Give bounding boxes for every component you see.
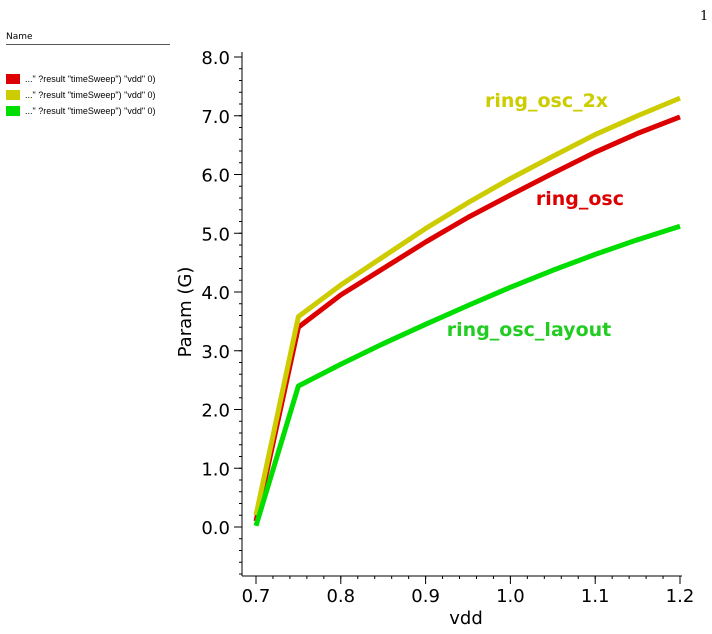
- legend-swatch-green: [6, 106, 20, 116]
- y-axis-title: Param (G): [175, 267, 196, 358]
- series-line-ring_osc_2x[interactable]: [253, 95, 681, 516]
- series-label: ring_osc: [536, 188, 624, 210]
- x-tick-label: 0.9: [411, 586, 440, 607]
- y-tick-label: 2.0: [201, 401, 230, 422]
- x-tick-label: 0.8: [326, 586, 355, 607]
- series-line-ring_osc_layout[interactable]: [253, 223, 681, 527]
- y-tick-label: 0.0: [201, 518, 230, 539]
- legend-swatch-yellow: [6, 90, 20, 100]
- legend-swatch-red: [6, 74, 20, 84]
- x-axis-title: vdd: [449, 608, 483, 629]
- legend-item[interactable]: ..." ?result "timeSweep") "vdd" 0): [6, 103, 170, 119]
- legend-header: Name: [6, 32, 170, 45]
- y-tick-label: 5.0: [201, 224, 230, 245]
- legend-panel: Name ..." ?result "timeSweep") "vdd" 0) …: [6, 32, 170, 119]
- legend-list: ..." ?result "timeSweep") "vdd" 0) ..." …: [6, 71, 170, 119]
- legend-label: ..." ?result "timeSweep") "vdd" 0): [25, 74, 156, 84]
- series-label: ring_osc_2x: [485, 90, 608, 112]
- legend-label: ..." ?result "timeSweep") "vdd" 0): [25, 106, 156, 116]
- series-lines: [253, 95, 681, 527]
- y-tick-label: 6.0: [201, 166, 230, 187]
- legend-item[interactable]: ..." ?result "timeSweep") "vdd" 0): [6, 71, 170, 87]
- legend-item[interactable]: ..." ?result "timeSweep") "vdd" 0): [6, 87, 170, 103]
- series-label: ring_osc_layout: [447, 319, 611, 341]
- axes: 0.0 1.0 2.0 3.0 4.0 5.0 6.0 7.0 8.0 0.7 0.8 0.9 1.0 1…: [201, 48, 694, 607]
- y-tick-label: 1.0: [201, 459, 230, 480]
- x-tick-label: 1.1: [581, 586, 610, 607]
- x-tick-label: 1.2: [666, 586, 695, 607]
- series-annotations: ring_osc_2x ring_osc ring_osc_layout: [447, 90, 624, 341]
- series-line-ring_osc[interactable]: [253, 114, 681, 522]
- y-tick-label: 3.0: [201, 342, 230, 363]
- page-number: 1: [700, 9, 709, 24]
- x-tick-label: 1.0: [496, 586, 525, 607]
- y-tick-label: 8.0: [201, 48, 230, 69]
- y-tick-label: 4.0: [201, 283, 230, 304]
- x-tick-label: 0.7: [242, 586, 271, 607]
- legend-label: ..." ?result "timeSweep") "vdd" 0): [25, 90, 156, 100]
- y-tick-label: 7.0: [201, 107, 230, 128]
